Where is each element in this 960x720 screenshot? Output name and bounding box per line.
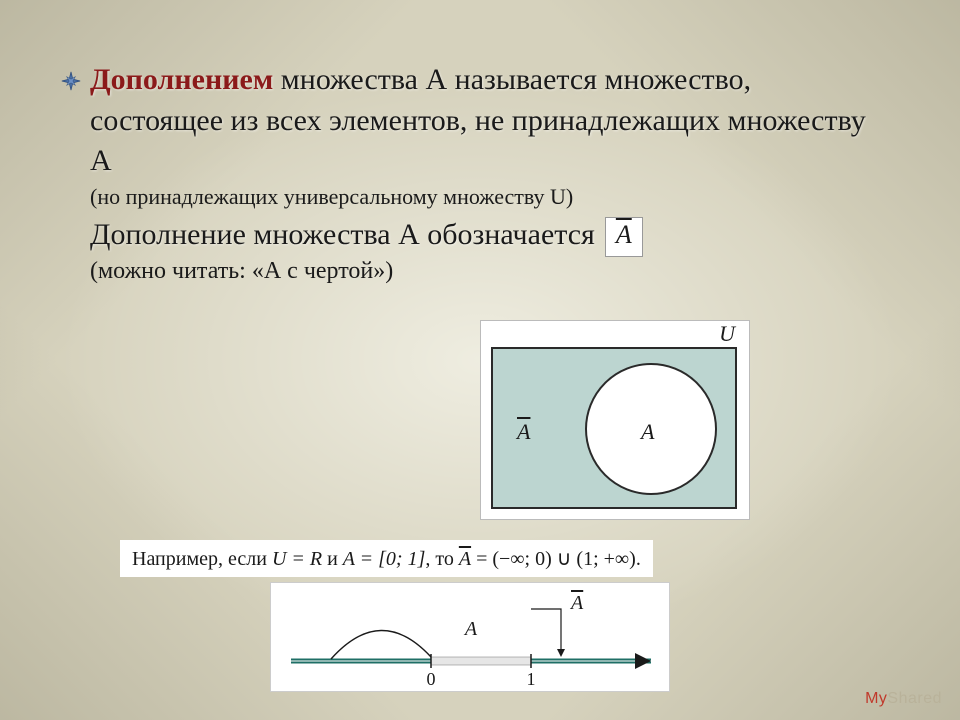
- a-bar-symbol: A: [616, 220, 632, 249]
- accent-term: Дополнением: [90, 63, 273, 96]
- watermark: MyShared: [865, 690, 942, 708]
- example-U: U = R: [272, 548, 322, 570]
- example-result: = (−∞; 0) ∪ (1; +∞).: [471, 548, 641, 570]
- watermark-my: My: [865, 690, 887, 707]
- venn-diagram: U A A: [480, 320, 750, 520]
- venn-set-circle: A: [585, 363, 717, 495]
- svg-text:0: 0: [427, 669, 436, 689]
- venn-universe-rect: A A: [491, 347, 737, 509]
- example-text: Например, если U = R и A = [0; 1], то A …: [120, 540, 653, 577]
- slide: Дополнением множества А называется множе…: [0, 0, 960, 720]
- example-and: и: [322, 548, 343, 570]
- notation-text: Дополнение множества А обозначается: [90, 215, 595, 256]
- svg-text:A: A: [463, 618, 478, 640]
- read-as-note: (можно читать: «А с чертой»): [90, 258, 890, 285]
- definition-paragraph: Дополнением множества А называется множе…: [90, 60, 890, 182]
- venn-universe-label: U: [719, 321, 735, 347]
- number-line-svg: 0 1 A A: [271, 583, 671, 693]
- svg-text:A: A: [569, 592, 584, 614]
- a-bar-box: A: [605, 217, 643, 257]
- venn-complement-label: A: [517, 419, 530, 445]
- example-Adef: A = [0; 1]: [343, 548, 426, 570]
- star-bullet-icon: [60, 70, 82, 92]
- number-line-diagram: 0 1 A A: [270, 582, 670, 692]
- watermark-shared: Shared: [887, 690, 942, 707]
- svg-text:1: 1: [527, 669, 536, 689]
- notation-row: Дополнение множества А обозначается A: [90, 215, 890, 256]
- example-Abar: A: [459, 548, 471, 570]
- venn-set-label: A: [641, 419, 654, 445]
- example-prefix: Например, если: [132, 548, 272, 570]
- example-then: , то: [425, 548, 458, 570]
- definition-subnote: (но принадлежащих универсальному множест…: [90, 182, 890, 212]
